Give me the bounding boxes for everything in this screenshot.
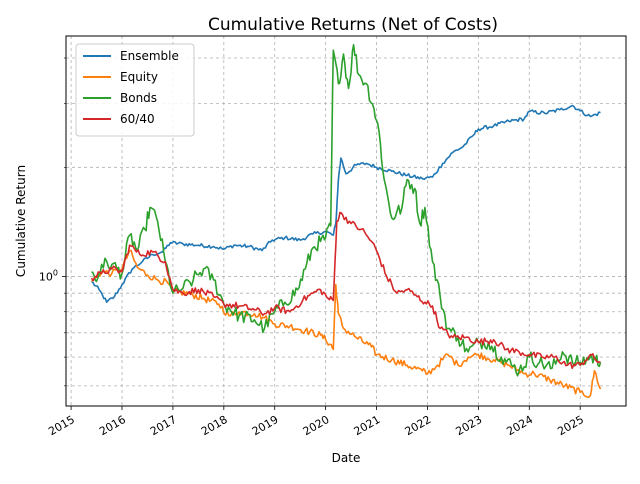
- grid-layer: [66, 36, 626, 406]
- y-axis-label: Cumulative Return: [14, 165, 28, 277]
- legend-label: Ensemble: [120, 49, 179, 63]
- x-tick-label: 2024: [504, 413, 535, 438]
- legend-label: Equity: [120, 70, 158, 84]
- x-axis-label: Date: [332, 451, 361, 465]
- legend-label: 60/40: [120, 112, 155, 126]
- series-layer: [90, 44, 602, 398]
- series-line-60-40: [90, 211, 601, 370]
- x-tick-label: 2019: [250, 413, 281, 438]
- x-tick-label: 2015: [46, 413, 77, 438]
- x-tick-label: 2022: [403, 413, 434, 438]
- legend-label: Bonds: [120, 91, 157, 105]
- series-line-ensemble: [91, 104, 601, 303]
- y-tick-label: 100: [39, 269, 58, 284]
- x-tick-label: 2017: [148, 413, 179, 438]
- x-tick-label: 2025: [555, 413, 586, 438]
- x-tick-label: 2021: [352, 413, 383, 438]
- series-line-bonds: [91, 44, 602, 377]
- legend: Ensemble Equity Bonds 60/40: [75, 43, 195, 137]
- chart-title: Cumulative Returns (Net of Costs): [208, 15, 498, 35]
- x-tick-label: 2023: [454, 413, 485, 438]
- x-tick-label: 2020: [301, 413, 332, 438]
- x-tick-label: 2018: [199, 413, 230, 438]
- x-tick-label: 2016: [97, 413, 128, 438]
- plot-frame: [65, 35, 627, 407]
- legend-box: [75, 43, 195, 137]
